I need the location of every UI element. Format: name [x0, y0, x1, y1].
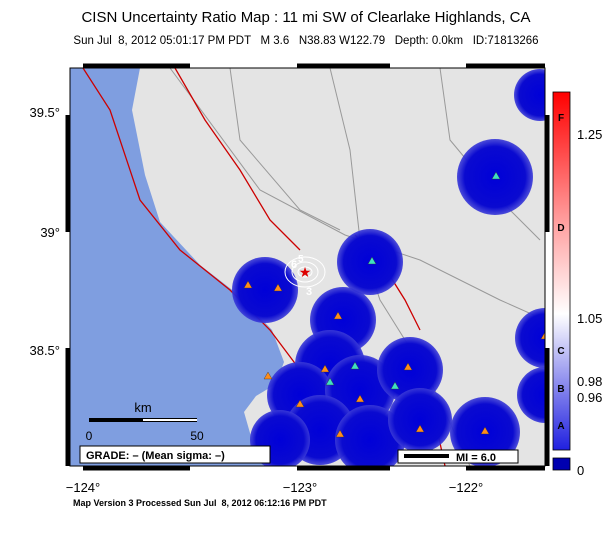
scale-bar: km 0 50	[86, 400, 204, 443]
map-subtitle: Sun Jul 8, 2012 05:01:17 PM PDT M 3.6 N3…	[73, 35, 538, 47]
scale-end: 50	[190, 429, 204, 443]
scale-unit: km	[134, 400, 151, 415]
contours	[284, 256, 326, 288]
epicenter: ★	[299, 264, 312, 280]
colorbar-tick: 1.25	[577, 127, 602, 142]
lon-label: −122°	[449, 480, 483, 495]
grade: GRADE: – (Mean sigma: –)	[86, 450, 225, 462]
colorbar-tick: 0.96	[577, 390, 602, 405]
colorbar: F D C B A 1.25 1.05 0.98 0.96 0	[552, 91, 602, 478]
grade-label: C	[557, 346, 564, 357]
grade-label: F	[558, 113, 564, 124]
stations	[243, 280, 545, 438]
intensity-line	[404, 454, 449, 458]
contour-label: 3	[306, 286, 312, 298]
intensity-legend: MI = 6.0	[456, 452, 496, 464]
lon-label: −123°	[283, 480, 317, 495]
colorbar-tick: 0.98	[577, 374, 602, 389]
intensity-box	[397, 449, 519, 464]
contour-label: 6	[291, 259, 297, 271]
map-body: ★ 6 5 3	[70, 68, 545, 466]
grade-box	[79, 445, 271, 464]
lon-label: −124°	[66, 480, 100, 495]
map-title: CISN Uncertainty Ratio Map : 11 mi SW of…	[81, 9, 530, 26]
ocean	[70, 68, 284, 466]
stations-alt	[325, 171, 501, 390]
footer: Map Version 3 Processed Sun Jul 8, 2012 …	[73, 498, 327, 508]
map-frame	[65, 63, 550, 471]
lat-label: 38.5°	[29, 343, 60, 358]
lat-label: 39.5°	[29, 105, 60, 120]
grade-label: D	[557, 223, 564, 234]
lat-label: 39°	[40, 225, 60, 240]
uncertainty-zones	[232, 69, 545, 466]
grade-label: B	[557, 384, 564, 395]
contour-label: 5	[298, 254, 304, 265]
scale-start: 0	[86, 429, 93, 443]
colorbar-tick: 0	[577, 463, 584, 478]
colorbar-tick: 1.05	[577, 311, 602, 326]
grade-label: A	[557, 421, 564, 432]
